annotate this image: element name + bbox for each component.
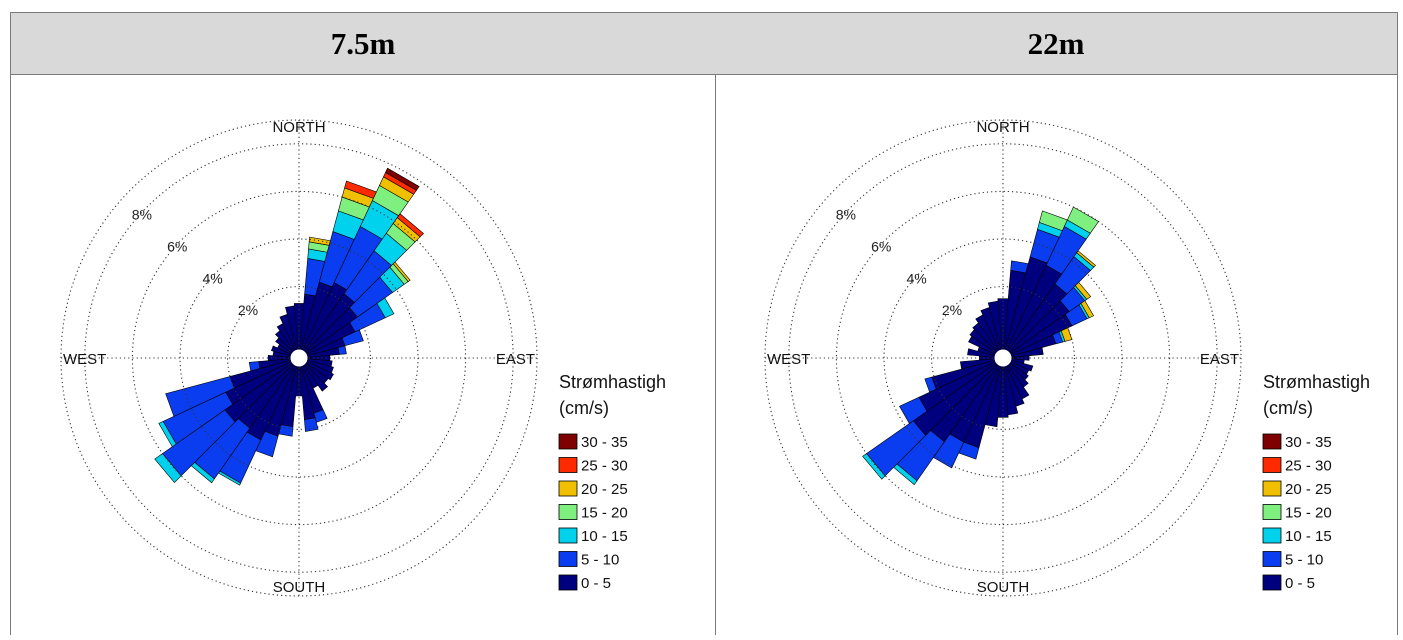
label-south: SOUTH — [273, 579, 326, 596]
legend-swatch-0-5 — [1262, 574, 1282, 591]
legend-swatch-20-25 — [558, 480, 578, 497]
sector-40-bin-5 — [396, 213, 424, 238]
comparison-table: 7.5m 22m NORTH EAST SOUTH WEST 2% 4% 6% 8% Strøm… — [10, 12, 1398, 635]
radial-tick-8pct: 8% — [132, 207, 152, 223]
label-east: EAST — [1200, 351, 1239, 368]
legend: Strømhastigh (cm/s) 30 - 35 25 - 30 20 - 25 1… — [558, 372, 666, 592]
legend-label-10-15: 10 - 15 — [1285, 528, 1332, 545]
rose-labels: NORTH EAST SOUTH WEST 2% 4% 6% 8% — [767, 119, 1239, 596]
sector-350-bin-0 — [285, 305, 300, 359]
sector-230-bin-2 — [862, 453, 886, 480]
ring-6pct — [131, 190, 467, 526]
column-header-7-5m: 7.5m — [10, 12, 716, 75]
rose-cell-7-5m: NORTH EAST SOUTH WEST 2% 4% 6% 8% Strømhastigh (c… — [10, 74, 716, 635]
sector-80-bin-1 — [337, 345, 347, 355]
column-header-22m: 22m — [715, 12, 1398, 75]
legend-swatch-15-20 — [1262, 504, 1282, 520]
radial-tick-8pct: 8% — [836, 207, 856, 223]
sector-230-bin-2 — [154, 453, 182, 483]
legend-label-30-35: 30 - 35 — [1285, 434, 1332, 451]
label-north: NORTH — [272, 119, 325, 136]
sector-70-bin-1 — [341, 329, 364, 347]
legend-label-15-20: 15 - 20 — [581, 505, 628, 522]
rose-sectors — [154, 167, 424, 486]
legend: Strømhastigh (cm/s) 30 - 35 25 - 30 20 - 25 1… — [1262, 372, 1370, 592]
legend-label-10-15: 10 - 15 — [581, 528, 628, 545]
radial-tick-4pct: 4% — [202, 270, 222, 286]
sector-240-bin-2 — [158, 420, 177, 448]
legend-swatch-5-10 — [1262, 551, 1282, 567]
rose-labels: NORTH EAST SOUTH WEST 2% 4% 6% 8% — [63, 119, 535, 596]
legend-label-0-5: 0 - 5 — [1285, 575, 1315, 592]
radial-tick-2pct: 2% — [238, 302, 258, 318]
radial-tick-6pct: 6% — [167, 239, 187, 255]
legend-label-25-30: 25 - 30 — [581, 458, 628, 475]
legend-swatch-25-30 — [1262, 457, 1282, 473]
sector-170-bin-1 — [304, 417, 319, 432]
label-east: EAST — [496, 351, 535, 368]
ring-2pct — [227, 286, 371, 430]
legend-title: Strømhastigh — [559, 372, 666, 392]
label-west: WEST — [63, 351, 106, 368]
rose-grid — [60, 119, 538, 597]
sector-350-bin-0 — [987, 300, 1004, 359]
legend-label-25-30: 25 - 30 — [1285, 458, 1332, 475]
rose-grid — [764, 119, 1242, 597]
rose-center — [994, 349, 1012, 367]
legend-swatch-10-15 — [558, 527, 578, 544]
legend-swatch-30-35 — [1262, 433, 1282, 450]
legend-label-5-10: 5 - 10 — [1285, 552, 1323, 569]
sector-240-bin-1 — [899, 396, 928, 424]
label-north: NORTH — [976, 119, 1029, 136]
ring-6pct — [835, 190, 1171, 526]
label-south: SOUTH — [977, 579, 1030, 596]
current-rose-chart-22m: NORTH EAST SOUTH WEST 2% 4% 6% 8% Strømhastigh (c… — [764, 119, 1370, 597]
radial-tick-4pct: 4% — [906, 270, 926, 286]
sector-30-bin-6 — [385, 167, 420, 191]
sector-250-bin-1 — [165, 376, 235, 417]
ring-outer — [60, 119, 538, 597]
legend-swatch-20-25 — [1262, 480, 1282, 497]
legend-label-0-5: 0 - 5 — [581, 575, 611, 592]
current-rose-chart-7-5m: NORTH EAST SOUTH WEST 2% 4% 6% 8% Strømhastigh (c… — [60, 119, 666, 597]
rose-sectors — [862, 206, 1099, 486]
legend-label-15-20: 15 - 20 — [1285, 505, 1332, 522]
ring-8pct — [84, 143, 514, 573]
legend-swatch-25-30 — [558, 457, 578, 473]
sector-50-bin-4 — [392, 261, 411, 282]
sector-40-bin-4 — [1076, 250, 1097, 268]
legend-swatch-30-35 — [558, 433, 578, 450]
legend-label-5-10: 5 - 10 — [581, 552, 619, 569]
ring-2pct — [931, 286, 1075, 430]
label-west: WEST — [767, 351, 810, 368]
legend-unit: (cm/s) — [1263, 398, 1313, 418]
sector-60-bin-4 — [1080, 300, 1095, 319]
legend-title: Strømhastigh — [1263, 372, 1370, 392]
legend-label-20-25: 20 - 25 — [1285, 481, 1332, 498]
legend-label-20-25: 20 - 25 — [581, 481, 628, 498]
radial-tick-6pct: 6% — [871, 239, 891, 255]
legend-label-30-35: 30 - 35 — [581, 434, 628, 451]
sector-50-bin-4 — [1074, 281, 1092, 300]
legend-swatch-5-10 — [558, 551, 578, 567]
ring-outer — [764, 119, 1242, 597]
radial-tick-2pct: 2% — [942, 302, 962, 318]
sector-250-bin-1 — [924, 376, 937, 393]
rose-cell-22m: NORTH EAST SOUTH WEST 2% 4% 6% 8% Strømhastigh (c… — [715, 74, 1398, 635]
rose-center — [290, 349, 308, 367]
sector-60-bin-2 — [376, 297, 395, 319]
sector-260-bin-1 — [248, 361, 261, 372]
legend-swatch-0-5 — [558, 574, 578, 591]
ring-8pct — [788, 143, 1218, 573]
legend-swatch-15-20 — [558, 504, 578, 520]
legend-swatch-10-15 — [1262, 527, 1282, 544]
legend-unit: (cm/s) — [559, 398, 609, 418]
